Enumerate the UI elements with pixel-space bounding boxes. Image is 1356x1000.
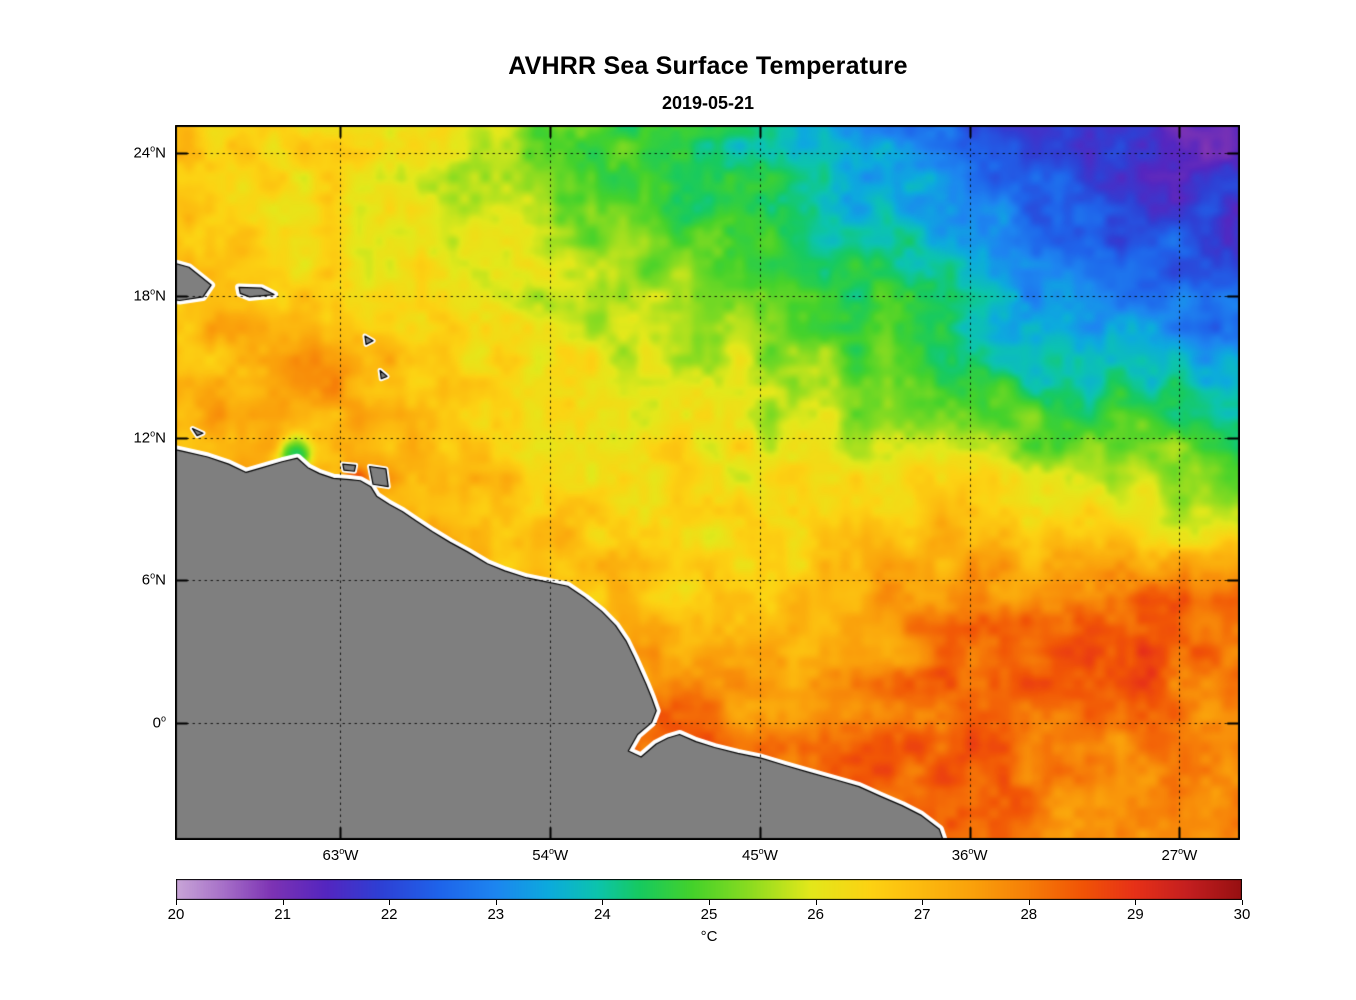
colorbar-tick-label: 20 <box>167 906 185 923</box>
colorbar-tick-mark <box>922 900 924 905</box>
lat-tick-label: 24oN <box>133 143 166 162</box>
sst-map-canvas <box>175 125 1240 840</box>
colorbar-tick-mark <box>495 900 497 905</box>
lon-tick-label: 45oW <box>741 846 778 865</box>
lat-tick-label: 6oN <box>141 570 166 589</box>
colorbar-tick-label: 26 <box>807 906 824 923</box>
chart-title: AVHRR Sea Surface Temperature <box>508 52 908 80</box>
colorbar-tick-label: 29 <box>1127 906 1144 923</box>
colorbar-tick-mark <box>709 900 710 905</box>
lon-tick-label: 54oW <box>532 846 569 865</box>
colorbar-tick-label: 25 <box>700 906 718 923</box>
colorbar-tick-label: 21 <box>274 906 291 923</box>
lat-tick-label: 12oN <box>133 428 166 447</box>
colorbar-tick-label: 23 <box>487 906 505 923</box>
chart-subtitle: 2019-05-21 <box>661 93 755 113</box>
colorbar-unit-label: °C <box>700 928 718 945</box>
lat-tick-label: 0o <box>152 713 166 732</box>
colorbar-tick-mark <box>176 900 177 905</box>
colorbar-tick-mark <box>282 900 284 905</box>
colorbar-tick-label: 27 <box>913 906 931 923</box>
colorbar-tick-mark <box>1135 900 1137 905</box>
colorbar-tick-label: 24 <box>594 906 611 923</box>
lon-tick-label: 36oW <box>951 846 988 865</box>
colorbar-tick-mark <box>602 900 604 905</box>
colorbar-tick-mark <box>389 900 391 905</box>
colorbar-gradient <box>176 879 1242 900</box>
lon-tick-label: 63oW <box>322 846 359 865</box>
colorbar-tick-label: 22 <box>380 906 398 923</box>
lat-tick-label: 18oN <box>133 286 166 305</box>
colorbar-tick-mark <box>1242 900 1243 905</box>
colorbar-tick-label: 30 <box>1233 906 1251 923</box>
lon-tick-label: 27oW <box>1161 846 1198 865</box>
colorbar-tick-mark <box>1028 900 1030 905</box>
colorbar-tick-label: 28 <box>1020 906 1038 923</box>
colorbar-tick-mark <box>815 900 817 905</box>
